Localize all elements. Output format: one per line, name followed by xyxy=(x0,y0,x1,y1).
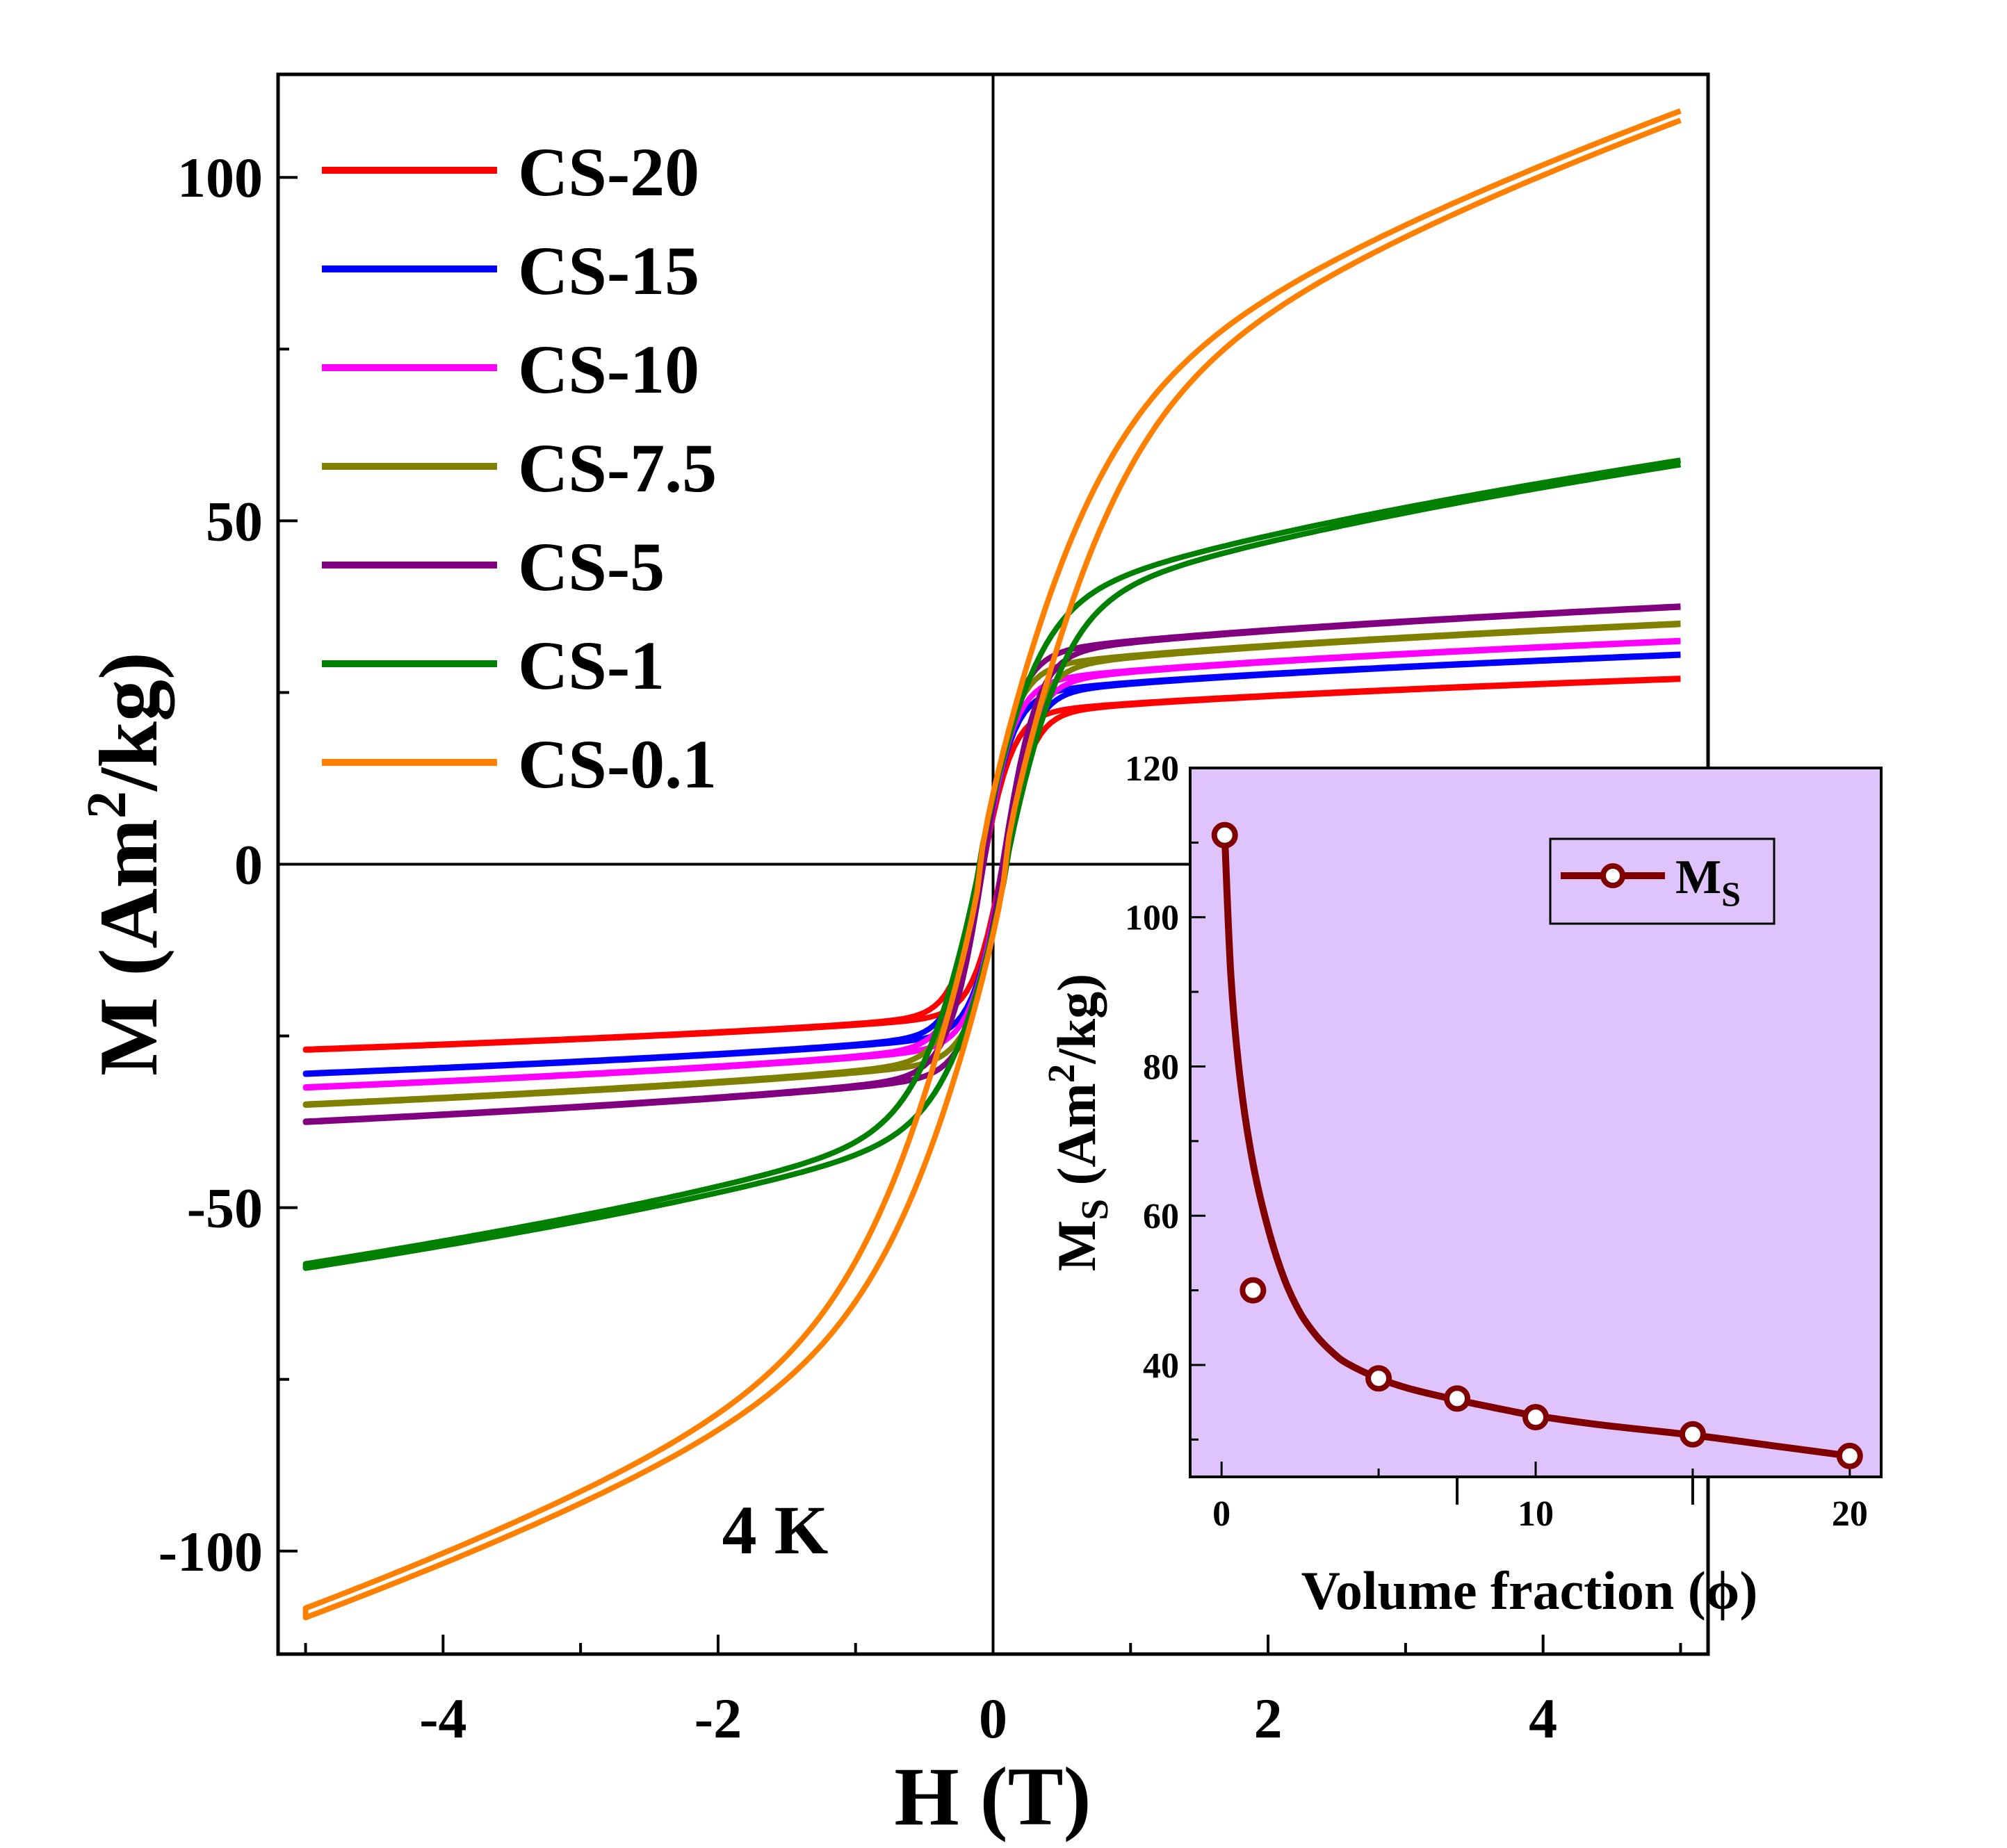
y-tick-label: 0 xyxy=(234,833,263,897)
curve-cs-1 xyxy=(302,457,1682,1271)
inset-x-axis-label: Volume fraction (ϕ) xyxy=(1301,1560,1758,1621)
legend-label-cs-10: CS-10 xyxy=(518,331,699,408)
inset-ticks: 0 10 20 40 60 80 100 120 xyxy=(1125,749,1868,1534)
legend-label-cs-1: CS-1 xyxy=(518,627,665,704)
curve-cs-0.1 xyxy=(302,108,1682,1621)
inset-plot-area xyxy=(1189,767,1883,1478)
legend-label-cs-0.1: CS-0.1 xyxy=(518,726,717,803)
main-curves xyxy=(302,108,1682,1621)
inset-x-tick-label: 0 xyxy=(1212,1494,1230,1534)
y-tick-label: 50 xyxy=(206,489,263,553)
inset-chart: 0 10 20 40 60 80 100 120 MS Volume fraction (ϕ)… xyxy=(1040,749,1883,1621)
inset-y-tick-label: 40 xyxy=(1143,1346,1179,1386)
inset-data-point xyxy=(1240,1277,1267,1304)
curve-cs-5 xyxy=(302,603,1681,1125)
inset-data-point xyxy=(1444,1385,1471,1412)
inset-y-tick-label: 80 xyxy=(1143,1047,1179,1087)
y-tick-label: -100 xyxy=(159,1520,263,1583)
inset-legend: MS xyxy=(1549,837,1776,925)
inset-data-point xyxy=(1365,1365,1392,1392)
x-tick-label: -4 xyxy=(419,1687,466,1750)
x-tick-label: 0 xyxy=(979,1687,1007,1750)
inset-data-point xyxy=(1836,1442,1863,1469)
main-annotation: 4 K xyxy=(722,1491,829,1569)
inset-y-tick-label: 60 xyxy=(1143,1197,1179,1236)
curve-cs-7.5 xyxy=(302,620,1681,1109)
inset-fit-line xyxy=(1221,831,1853,1459)
inset-points xyxy=(1211,821,1863,1469)
curve-cs-20 xyxy=(302,676,1681,1053)
main-x-axis-label: H (T) xyxy=(894,1750,1091,1842)
inset-data-point xyxy=(1679,1421,1706,1448)
curve-cs-10 xyxy=(302,637,1681,1091)
inset-y-tick-label: 100 xyxy=(1125,899,1179,938)
inset-data-point xyxy=(1522,1404,1549,1431)
y-tick-label: 100 xyxy=(177,146,263,209)
legend-label-cs-5: CS-5 xyxy=(518,528,665,605)
main-y-axis-label: M (Am2/kg) xyxy=(76,652,175,1076)
legend-label-cs-7.5: CS-7.5 xyxy=(518,430,717,507)
inset-legend-label: MS xyxy=(1675,851,1741,913)
x-tick-label: -2 xyxy=(694,1687,742,1750)
inset-x-tick-label: 10 xyxy=(1518,1494,1554,1534)
inset-x-tick-label: 20 xyxy=(1832,1494,1868,1534)
inset-data-point xyxy=(1211,821,1238,849)
x-tick-label: 2 xyxy=(1254,1687,1283,1750)
main-legend: CS-20 CS-15 CS-10 CS-7.5 CS-5 CS-1 CS-0.1 xyxy=(322,133,717,803)
y-tick-label: -50 xyxy=(187,1177,263,1240)
inset-y-tick-label: 120 xyxy=(1125,749,1179,789)
x-tick-label: 4 xyxy=(1529,1687,1557,1750)
inset-y-axis-label: MS (Am2/kg) xyxy=(1040,974,1116,1272)
legend-label-cs-15: CS-15 xyxy=(518,232,699,309)
inset-legend-swatch-marker xyxy=(1600,863,1625,888)
legend-label-cs-20: CS-20 xyxy=(518,133,699,211)
inset-legend-box xyxy=(1549,837,1776,925)
curve-cs-15 xyxy=(302,651,1681,1077)
